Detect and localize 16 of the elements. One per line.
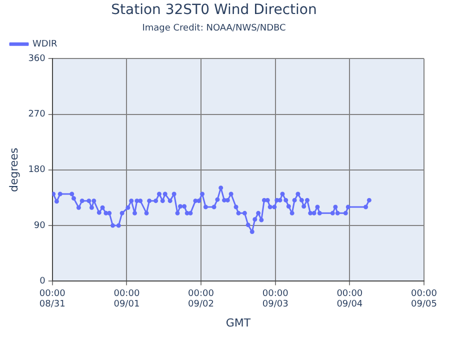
y-tick-label: 360 <box>28 54 46 64</box>
y-tick-label: 270 <box>28 110 46 120</box>
y-tick-label: 0 <box>40 276 46 287</box>
x-tick-label: 00:00 09/05 <box>411 288 438 310</box>
x-tick-label: 00:00 09/03 <box>262 288 289 310</box>
y-tick-label: 180 <box>28 165 46 176</box>
chart-subtitle: Image Credit: NOAA/NWS/NDBC <box>142 24 286 34</box>
x-tick-label: 00:00 09/04 <box>336 288 363 310</box>
legend-label: WDIR <box>32 39 58 50</box>
chart-title: Station 32ST0 Wind Direction <box>111 2 317 18</box>
x-axis-title: GMT <box>226 316 251 330</box>
x-tick-label: 00:00 08/31 <box>39 288 66 310</box>
y-axis-title: degrees <box>7 147 20 192</box>
x-tick-label: 00:00 09/01 <box>114 288 140 310</box>
y-tick-label: 90 <box>34 220 46 231</box>
x-tick-label: 00:00 09/02 <box>188 288 214 310</box>
